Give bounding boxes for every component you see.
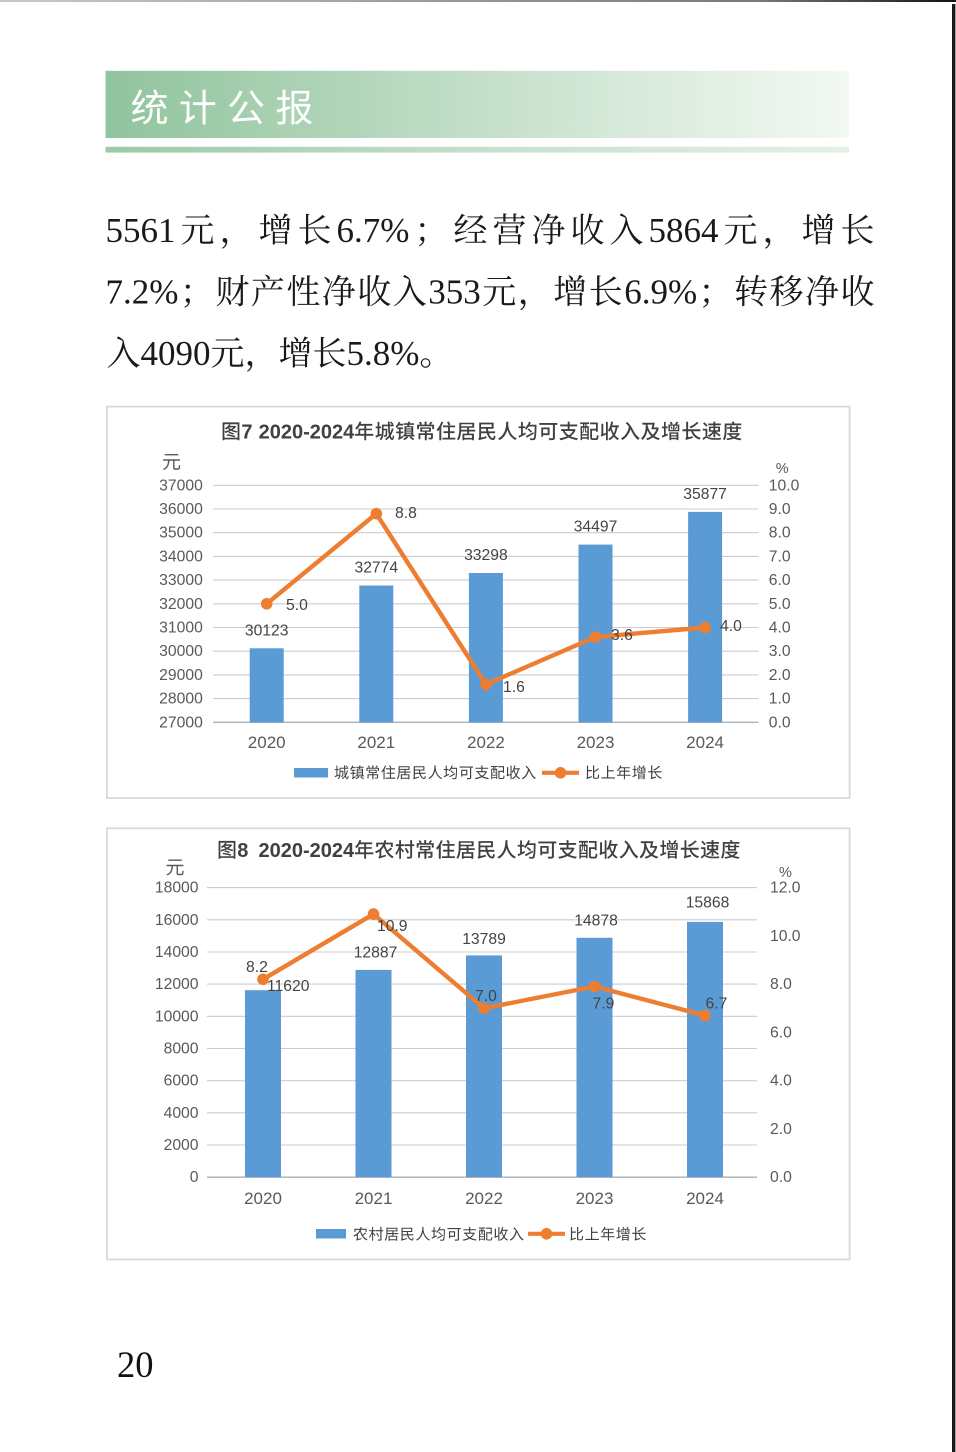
svg-text:8.0: 8.0 bbox=[770, 976, 792, 993]
svg-text:0.0: 0.0 bbox=[769, 714, 791, 731]
svg-text:2020: 2020 bbox=[244, 1189, 282, 1208]
svg-text:3.6: 3.6 bbox=[611, 627, 633, 644]
svg-text:10.0: 10.0 bbox=[769, 477, 800, 494]
svg-text:5864: 5864 bbox=[649, 211, 719, 250]
svg-text:4.0: 4.0 bbox=[720, 618, 742, 635]
svg-text:8.2: 8.2 bbox=[246, 959, 268, 976]
svg-text:2022: 2022 bbox=[467, 733, 505, 752]
svg-text:4090: 4090 bbox=[141, 334, 211, 373]
svg-text:2020-2024: 2020-2024 bbox=[259, 422, 356, 444]
svg-text:7.0: 7.0 bbox=[475, 988, 497, 1005]
svg-text:27000: 27000 bbox=[159, 714, 203, 731]
svg-text:37000: 37000 bbox=[159, 477, 203, 494]
svg-text:7.2%: 7.2% bbox=[106, 273, 179, 312]
svg-text:13789: 13789 bbox=[462, 931, 506, 948]
svg-text:31000: 31000 bbox=[159, 620, 203, 637]
svg-text:32774: 32774 bbox=[354, 560, 398, 577]
svg-text:2024: 2024 bbox=[686, 733, 724, 752]
svg-text:30123: 30123 bbox=[245, 622, 289, 639]
svg-text:28000: 28000 bbox=[159, 691, 203, 708]
svg-text:9.0: 9.0 bbox=[769, 501, 791, 518]
svg-text:7: 7 bbox=[241, 422, 252, 444]
svg-text:5.8%: 5.8% bbox=[347, 334, 420, 373]
svg-text:6.9%: 6.9% bbox=[624, 273, 697, 312]
svg-text:36000: 36000 bbox=[159, 501, 203, 518]
svg-text:4.0: 4.0 bbox=[769, 620, 791, 637]
svg-text:5.0: 5.0 bbox=[286, 597, 308, 614]
svg-text:2.0: 2.0 bbox=[769, 667, 791, 684]
svg-text:8000: 8000 bbox=[164, 1041, 199, 1058]
svg-text:4000: 4000 bbox=[164, 1105, 199, 1122]
svg-text:15868: 15868 bbox=[686, 895, 730, 912]
svg-text:6.0: 6.0 bbox=[769, 572, 791, 589]
svg-text:2023: 2023 bbox=[576, 1189, 614, 1208]
svg-text:2020: 2020 bbox=[248, 733, 286, 752]
svg-text:29000: 29000 bbox=[159, 667, 203, 684]
svg-text:2022: 2022 bbox=[465, 1189, 503, 1208]
svg-text:7.0: 7.0 bbox=[769, 548, 791, 565]
svg-text:4.0: 4.0 bbox=[770, 1073, 792, 1090]
svg-text:10000: 10000 bbox=[155, 1008, 199, 1025]
svg-text:8.0: 8.0 bbox=[769, 525, 791, 542]
svg-text:18000: 18000 bbox=[155, 880, 199, 897]
svg-text:12000: 12000 bbox=[155, 976, 199, 993]
svg-text:6.7%: 6.7% bbox=[337, 211, 410, 250]
svg-text:10.0: 10.0 bbox=[770, 928, 801, 945]
svg-text:8: 8 bbox=[237, 840, 248, 862]
svg-text:34497: 34497 bbox=[574, 519, 618, 536]
svg-text:0.0: 0.0 bbox=[770, 1169, 792, 1186]
svg-text:10.9: 10.9 bbox=[377, 918, 408, 935]
svg-text:%: % bbox=[779, 865, 792, 881]
svg-text:35877: 35877 bbox=[683, 486, 727, 503]
svg-text:12.0: 12.0 bbox=[770, 880, 801, 897]
svg-text:5561: 5561 bbox=[106, 211, 176, 250]
svg-text:2023: 2023 bbox=[577, 733, 615, 752]
svg-text:14000: 14000 bbox=[155, 944, 199, 961]
svg-text:2021: 2021 bbox=[355, 1189, 393, 1208]
svg-text:34000: 34000 bbox=[159, 548, 203, 565]
svg-text:20: 20 bbox=[117, 1344, 154, 1385]
svg-text:6.7: 6.7 bbox=[706, 996, 728, 1013]
svg-text:2.0: 2.0 bbox=[770, 1121, 792, 1138]
svg-text:5.0: 5.0 bbox=[769, 596, 791, 613]
svg-text:7.9: 7.9 bbox=[593, 996, 615, 1013]
svg-text:33298: 33298 bbox=[464, 547, 508, 564]
svg-text:11620: 11620 bbox=[267, 978, 310, 995]
svg-text:12887: 12887 bbox=[354, 945, 398, 962]
svg-text:16000: 16000 bbox=[155, 912, 199, 929]
svg-text:6.0: 6.0 bbox=[770, 1024, 792, 1041]
svg-text:1.6: 1.6 bbox=[503, 679, 525, 696]
svg-text:2020-2024: 2020-2024 bbox=[259, 840, 356, 862]
svg-text:35000: 35000 bbox=[159, 525, 203, 542]
svg-text:353: 353 bbox=[428, 273, 481, 312]
svg-text:3.0: 3.0 bbox=[769, 643, 791, 660]
svg-text:32000: 32000 bbox=[159, 596, 203, 613]
svg-text:33000: 33000 bbox=[159, 572, 203, 589]
svg-text:%: % bbox=[776, 461, 789, 477]
svg-text:2021: 2021 bbox=[357, 733, 395, 752]
svg-text:30000: 30000 bbox=[159, 643, 203, 660]
svg-text:0: 0 bbox=[190, 1169, 199, 1186]
svg-text:8.8: 8.8 bbox=[395, 505, 417, 522]
svg-text:1.0: 1.0 bbox=[769, 691, 791, 708]
svg-text:2024: 2024 bbox=[686, 1189, 724, 1208]
svg-text:14878: 14878 bbox=[574, 913, 618, 930]
svg-text:2000: 2000 bbox=[164, 1137, 199, 1154]
svg-text:6000: 6000 bbox=[164, 1073, 199, 1090]
